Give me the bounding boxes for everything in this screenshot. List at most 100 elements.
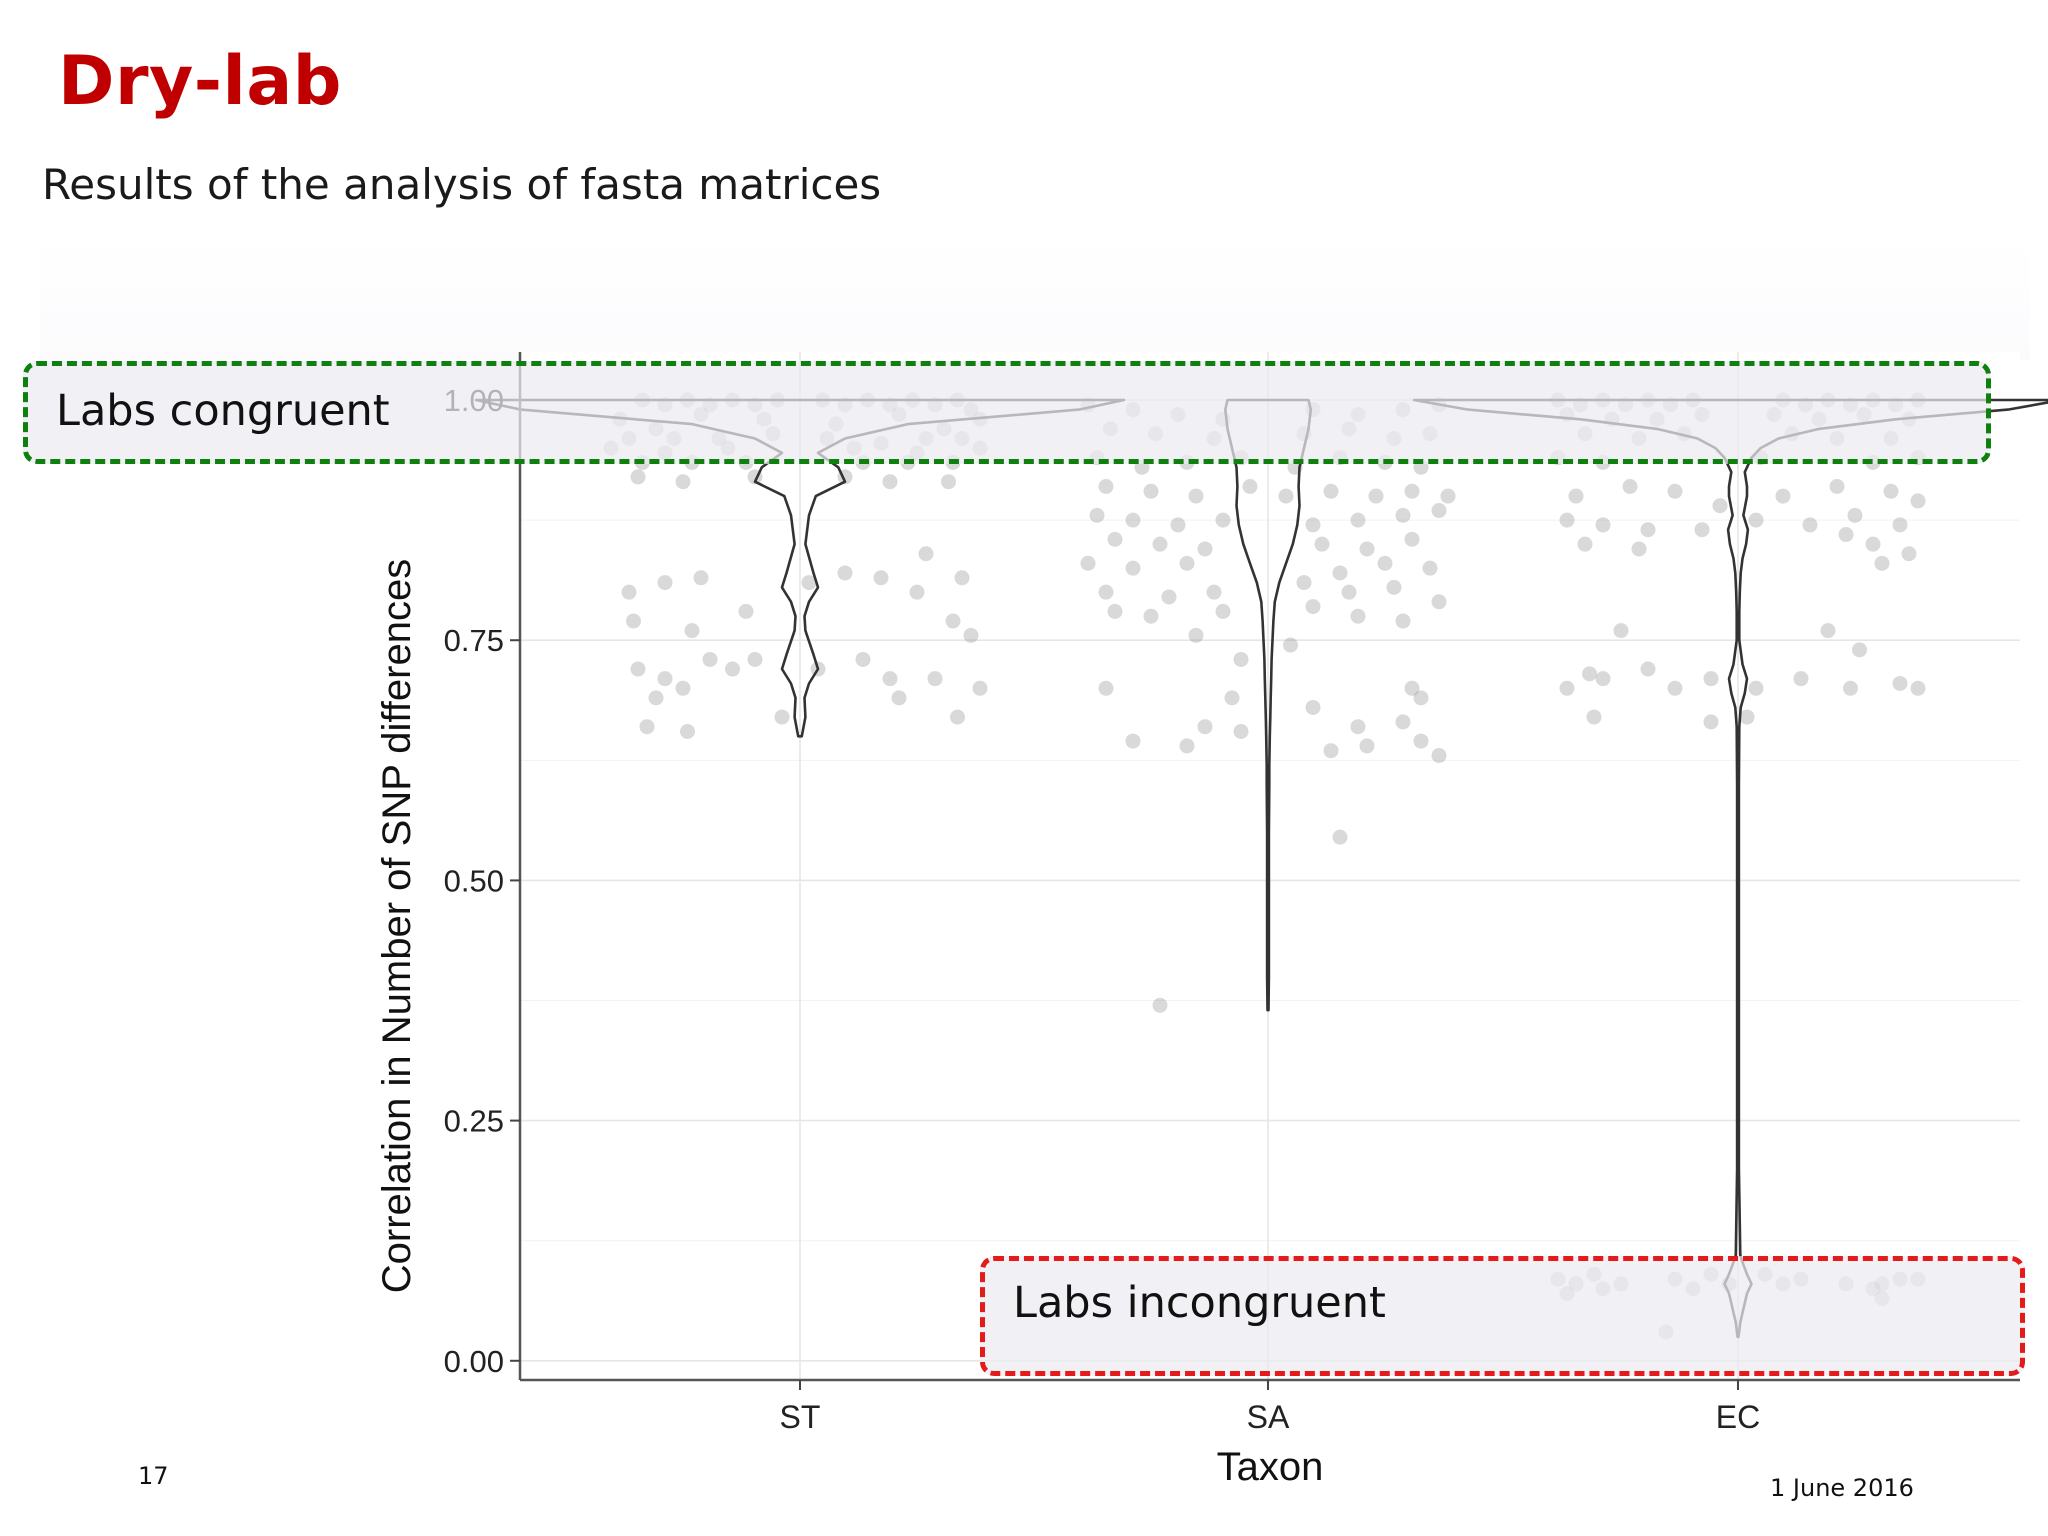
data-point-ec: [1775, 488, 1791, 504]
data-point-sa: [1341, 584, 1357, 600]
y-tick-label: 0.00: [444, 1344, 504, 1379]
data-point-st: [945, 613, 961, 629]
data-point-st: [954, 570, 970, 586]
data-point-ec: [1883, 483, 1899, 499]
data-point-ec: [1820, 623, 1836, 639]
data-point-sa: [1350, 608, 1366, 624]
data-point-st: [774, 709, 790, 725]
x-tick-label: EC: [1716, 1399, 1760, 1435]
data-point-st: [626, 613, 641, 629]
data-point-st: [738, 603, 754, 619]
data-point-sa: [1323, 483, 1339, 499]
data-point-ec: [1874, 555, 1890, 571]
data-point-sa: [1413, 733, 1429, 749]
data-point-sa: [1215, 512, 1231, 528]
data-point-ec: [1748, 680, 1764, 696]
data-point-st: [918, 546, 934, 562]
data-point-st: [675, 474, 691, 490]
data-point-ec: [1829, 479, 1845, 495]
data-point-st: [648, 690, 664, 706]
data-point-sa: [1368, 488, 1384, 504]
data-point-sa: [1305, 517, 1321, 533]
data-point-sa: [1323, 743, 1339, 759]
data-point-sa: [1296, 575, 1312, 591]
data-point-sa: [1206, 584, 1222, 600]
data-point-ec: [1802, 517, 1818, 533]
data-point-ec: [1843, 680, 1858, 696]
data-point-ec: [1667, 483, 1683, 499]
data-point-ec: [1582, 666, 1597, 682]
y-axis-title: Correlation in Number of SNP differences: [375, 559, 419, 1293]
x-axis-title: Taxon: [1217, 1445, 1324, 1489]
data-point-sa: [1125, 512, 1141, 528]
data-point-st: [873, 570, 889, 586]
data-point-sa: [1283, 637, 1298, 653]
data-point-ec: [1595, 671, 1611, 687]
data-point-ec: [1892, 675, 1908, 691]
data-point-st: [657, 671, 673, 687]
data-point-ec: [1631, 541, 1647, 557]
data-point-sa: [1080, 555, 1096, 571]
data-point-sa: [1305, 699, 1321, 715]
data-point-sa: [1161, 589, 1177, 605]
data-point-sa: [1314, 536, 1330, 552]
data-point-sa: [1188, 488, 1204, 504]
data-point-ec: [1847, 507, 1863, 523]
x-tick-label: SA: [1247, 1399, 1290, 1435]
data-point-ec: [1910, 493, 1926, 509]
data-point-sa: [1179, 555, 1195, 571]
data-point-sa: [1332, 565, 1348, 581]
data-point-ec: [1640, 522, 1656, 538]
data-point-sa: [1098, 479, 1114, 495]
data-point-sa: [1431, 748, 1447, 764]
data-point-ec: [1838, 527, 1854, 543]
data-point-st: [630, 661, 646, 677]
data-point-sa: [1395, 613, 1411, 629]
data-point-st: [801, 575, 817, 591]
data-point-st: [639, 719, 655, 735]
data-point-st: [882, 671, 898, 687]
violin-sa: [1224, 398, 1313, 1012]
data-point-ec: [1640, 661, 1656, 677]
data-point-sa: [1152, 536, 1168, 552]
data-point-st: [684, 623, 700, 639]
data-point-sa: [1431, 503, 1447, 519]
data-point-sa: [1098, 680, 1114, 696]
data-point-sa: [1404, 531, 1420, 547]
data-point-ec: [1910, 680, 1926, 696]
labs-congruent-label: Labs congruent: [56, 386, 390, 436]
data-point-ec: [1613, 623, 1629, 639]
data-point-st: [891, 690, 907, 706]
slide-title: Dry-lab: [58, 42, 342, 121]
data-point-sa: [1242, 479, 1258, 495]
data-point-st: [702, 651, 718, 667]
y-tick-label: 0.75: [444, 623, 504, 658]
data-point-sa: [1233, 723, 1249, 739]
data-point-sa: [1107, 531, 1123, 547]
data-point-sa: [1107, 603, 1123, 619]
data-point-sa: [1278, 488, 1294, 504]
labs-incongruent-label: Labs incongruent: [1013, 1278, 1386, 1328]
data-point-st: [837, 565, 853, 581]
labs-incongruent-box: [980, 1256, 2025, 1376]
data-point-st: [621, 584, 637, 600]
data-point-st: [657, 575, 673, 591]
data-point-ec: [1865, 536, 1881, 552]
data-point-st: [927, 671, 943, 687]
data-point-ec: [1559, 512, 1575, 528]
data-point-sa: [1350, 512, 1366, 528]
data-point-st: [855, 651, 871, 667]
subtitle-banner: [40, 240, 2030, 360]
data-point-st: [950, 709, 965, 725]
data-point-ec: [1712, 498, 1728, 514]
data-point-sa: [1305, 599, 1321, 615]
data-point-st: [693, 570, 709, 586]
violin-st: [474, 398, 1126, 738]
data-point-sa: [1125, 733, 1141, 749]
data-point-st: [747, 651, 763, 667]
data-point-st: [675, 680, 691, 696]
data-point-ec: [1748, 512, 1764, 528]
data-point-sa: [1359, 541, 1375, 557]
data-point-ec: [1901, 546, 1917, 562]
